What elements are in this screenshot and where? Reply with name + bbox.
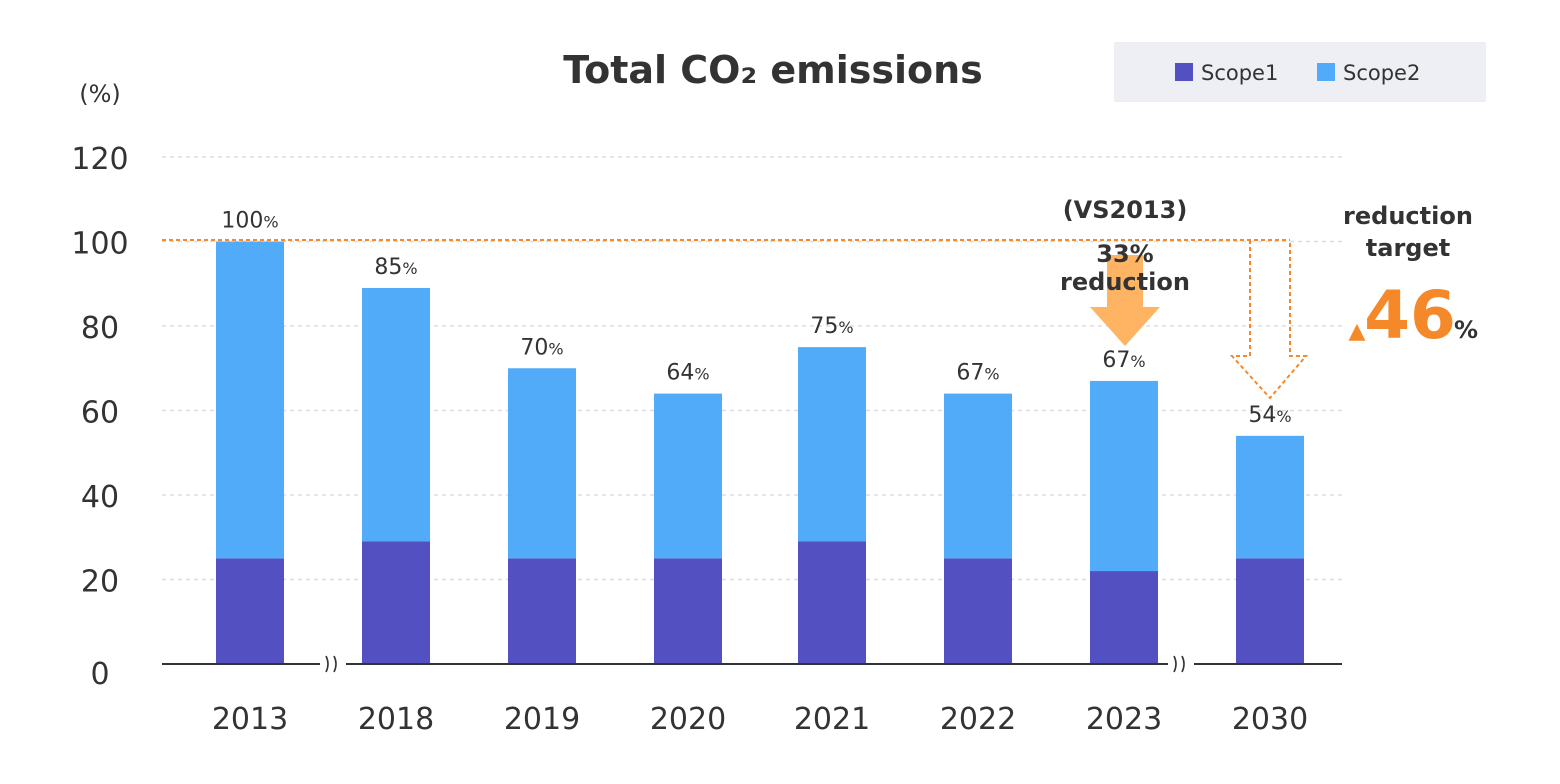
legend-swatch-scope2 — [1317, 63, 1335, 81]
target-reduction-arrow — [1229, 240, 1309, 400]
x-tick-label: 2020 — [650, 702, 726, 737]
bar-scope2-2030 — [1236, 435, 1304, 559]
target-reduction-unit: % — [1454, 316, 1478, 344]
data-label: 85% — [374, 255, 417, 280]
legend-swatch-scope1 — [1175, 63, 1193, 81]
bar-scope1-2020 — [654, 558, 722, 664]
data-label: 54% — [1248, 403, 1291, 428]
y-tick-label: 20 — [81, 565, 119, 600]
bar-scope1-2023 — [1090, 571, 1158, 664]
current-reduction-arrow — [1090, 255, 1160, 346]
bar-scope1-2030 — [1236, 558, 1304, 664]
bar-scope1-2013 — [216, 558, 284, 664]
bar-scope1-2019 — [508, 558, 576, 664]
x-axis-ticks: 2013 2018 2019 2020 2021 2022 2023 2030 — [212, 702, 1308, 737]
legend-label-scope1: Scope1 — [1201, 61, 1278, 85]
data-label: 70% — [520, 335, 563, 360]
x-tick-label: 2023 — [1086, 702, 1162, 737]
data-label: 67% — [956, 361, 999, 386]
bar-scope2-2020 — [654, 393, 722, 559]
y-axis-ticks: 0 20 40 60 80 100 120 — [71, 142, 128, 692]
legend: Scope1 Scope2 — [1114, 42, 1486, 102]
reference-line-group — [162, 239, 1309, 400]
triangle-up-icon: ▲ — [1349, 319, 1366, 344]
chart-title: Total CO₂ emissions — [563, 48, 983, 92]
axis-break-mark — [325, 655, 337, 673]
bar-scope2-2021 — [798, 347, 866, 542]
y-tick-label: 80 — [81, 311, 119, 346]
y-tick-label: 120 — [71, 142, 128, 177]
data-label: 100% — [221, 209, 278, 234]
y-tick-label: 40 — [81, 480, 119, 515]
bar-scope1-2021 — [798, 541, 866, 664]
data-labels: 100% 85% 70% 64% 75% 67% 67% 54% — [221, 209, 1291, 428]
legend-background — [1114, 42, 1486, 102]
data-label: 67% — [1102, 348, 1145, 373]
bar-scope1-2022 — [944, 558, 1012, 664]
target-reduction-value: 46 — [1364, 277, 1456, 354]
x-tick-label: 2019 — [504, 702, 580, 737]
bar-scope2-2023 — [1090, 380, 1158, 572]
target-annotation: reduction target ▲ 46 % — [1343, 202, 1478, 354]
x-tick-label: 2021 — [794, 702, 870, 737]
x-tick-label: 2030 — [1232, 702, 1308, 737]
bar-scope2-2022 — [944, 393, 1012, 559]
x-tick-label: 2018 — [358, 702, 434, 737]
x-axis-baseline — [162, 655, 1342, 673]
bar-scope2-2018 — [362, 287, 430, 542]
data-label: 75% — [810, 314, 853, 339]
bar-scope2-2019 — [508, 368, 576, 559]
target-label-line1: reduction — [1343, 202, 1473, 230]
current-reduction-value: 33% — [1096, 240, 1153, 268]
vs2013-label: (VS2013) — [1063, 196, 1188, 224]
bar-scope1-2018 — [362, 541, 430, 664]
current-reduction-annotation: (VS2013) 33% reduction — [1060, 196, 1190, 346]
target-label-line2: target — [1366, 234, 1450, 262]
bars — [216, 241, 1304, 664]
bar-scope2-2013 — [216, 241, 284, 559]
x-tick-label: 2022 — [940, 702, 1016, 737]
y-tick-label: 60 — [81, 396, 119, 431]
data-label: 64% — [666, 361, 709, 386]
legend-label-scope2: Scope2 — [1343, 61, 1420, 85]
current-reduction-label: reduction — [1060, 268, 1190, 296]
y-tick-label: 100 — [71, 227, 128, 262]
y-tick-label: 0 — [90, 657, 109, 692]
axis-break-mark — [1173, 655, 1185, 673]
y-axis-unit-label: (%) — [79, 80, 121, 108]
x-tick-label: 2013 — [212, 702, 288, 737]
